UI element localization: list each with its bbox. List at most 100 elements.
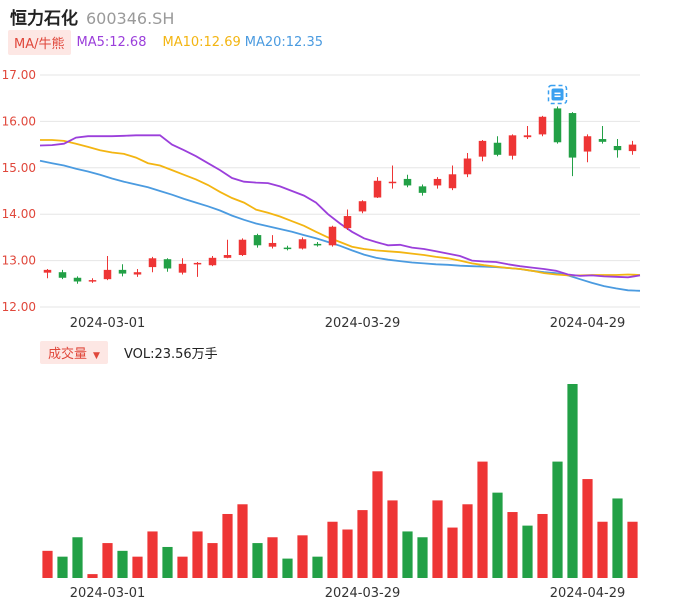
candle-body [88,280,97,282]
candle-body [388,181,397,184]
volume-bar [342,529,353,578]
candle-body [103,269,112,280]
volume-bar [447,527,458,578]
candle-body [343,216,352,229]
volume-bar [162,546,173,578]
volume-bars [42,384,638,578]
ma10-legend: MA10:12.69 [162,34,241,50]
ma20-legend: MA20:12.35 [244,34,323,50]
ma5-legend: MA5:12.68 [76,34,147,50]
volume-bar [42,550,53,578]
volume-bar [537,513,548,578]
volume-bar [552,461,563,578]
volume-bar [492,492,503,578]
volume-bar [567,384,578,578]
volume-bar [117,550,128,578]
x-tick-label: 2024-04-29 [550,586,626,601]
ma5-line [39,134,641,279]
volume-bar [372,471,383,578]
candle-body [373,180,382,198]
candle-body [238,239,247,256]
stock-header: 恒力石化 600346.SH [10,4,175,29]
volume-bar [177,556,188,578]
candle-body [568,113,577,158]
flag-icon-line [554,92,561,95]
flag-icon [551,88,564,101]
caret-down-icon: ▼ [93,350,100,361]
volume-bar [267,537,278,578]
volume-selector[interactable]: 成交量 ▼ [40,340,108,364]
volume-legend: 成交量 ▼ VOL:23.56万手 [40,340,218,364]
x-tick-label: 2024-03-29 [325,586,401,601]
volume-bar [207,543,218,578]
y-tick-label: 17.00 [2,68,36,82]
volume-bar [147,531,158,578]
volume-bar [327,521,338,578]
candle-body [178,263,187,273]
ma-legend: MA/牛熊 MA5:12.68 MA10:12.69 MA20:12.35 [8,29,323,55]
y-tick-label: 15.00 [2,161,36,175]
candle-body [613,145,622,151]
x-tick-label: 2024-03-01 [70,316,146,331]
candle-body [313,243,322,246]
volume-bar [252,543,263,578]
candle-body [58,272,67,278]
candle-body [298,239,307,249]
flag-icon-line [554,95,561,98]
candle-body [328,226,337,246]
candle-body [553,108,562,143]
volume-bar [87,574,98,578]
price-axis: 17.00 16.00 15.00 14.00 13.00 12.00 [2,68,36,314]
candle-body [628,144,637,152]
volume-bar [102,543,113,578]
volume-selector-label: 成交量 [48,346,88,362]
candle-body [403,178,412,186]
candle-body [283,247,292,250]
y-tick-label: 16.00 [2,114,36,128]
marker [547,84,568,105]
stock-code: 600346.SH [86,9,175,28]
candle-body [418,186,427,193]
stock-name: 恒力石化 [10,9,78,29]
ma20-line [39,159,641,292]
volume-bar [297,535,308,578]
volume-bar [582,479,593,578]
volume-bar [477,461,488,578]
candle-body [598,139,607,142]
volume-date-axis: 2024-03-01 2024-03-29 2024-04-29 [70,586,626,601]
volume-bar [192,531,203,578]
indicator-selector[interactable]: MA/牛熊 [8,29,71,55]
candle-body [193,262,202,265]
x-tick-label: 2024-03-29 [325,316,401,331]
volume-bar [282,558,293,578]
y-tick-label: 12.00 [2,300,36,314]
x-tick-label: 2024-03-01 [70,586,146,601]
volume-bar [357,510,368,578]
volume-bar [132,556,143,578]
candle-body [148,258,157,268]
y-tick-label: 14.00 [2,207,36,221]
candle-body [253,235,262,246]
volume-bar [417,537,428,578]
candle-body [208,257,217,266]
volume-value: VOL:23.56万手 [123,346,218,362]
volume-bar [222,513,233,578]
volume-bar [402,531,413,578]
volume-bar [597,521,608,578]
ma-lines [39,134,641,292]
candle-body [478,140,487,157]
candle-body [133,272,142,275]
y-tick-label: 13.00 [2,254,36,268]
candle-body [223,255,232,258]
candle-body [163,259,172,269]
volume-bar [612,498,623,578]
candle-body [118,269,127,274]
candle-body [523,135,532,138]
candle-body [448,174,457,189]
candle-body [538,116,547,135]
volume-bar [507,512,518,578]
candle-body [73,277,82,282]
volume-bar [627,521,638,578]
x-tick-label: 2024-04-29 [550,316,626,331]
